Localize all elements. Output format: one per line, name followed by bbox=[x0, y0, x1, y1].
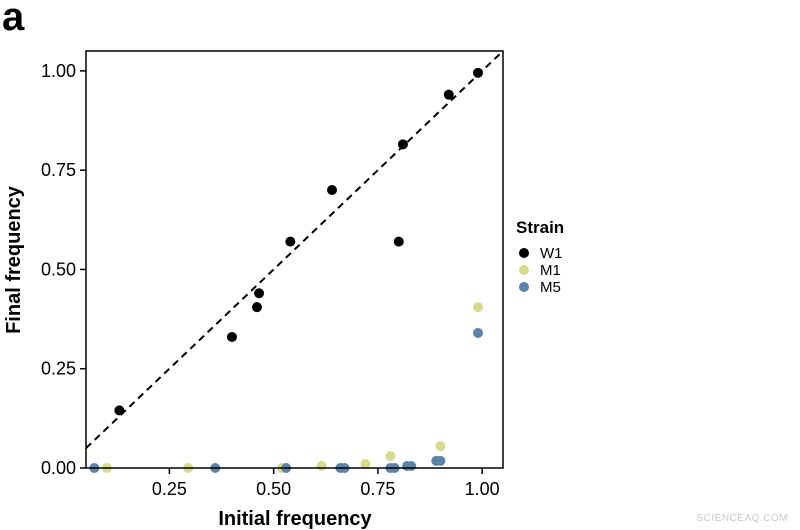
data-point-w1-0 bbox=[114, 405, 125, 416]
x-tick-label: 0.25 bbox=[152, 479, 187, 499]
data-point-m5-10 bbox=[435, 455, 446, 466]
x-tick-label: 0.50 bbox=[256, 479, 291, 499]
y-tick-label: 0.50 bbox=[41, 259, 76, 279]
data-point-w1-7 bbox=[397, 139, 408, 150]
data-point-w1-9 bbox=[472, 67, 483, 78]
data-point-m5-11 bbox=[472, 327, 483, 338]
data-point-m1-4 bbox=[360, 459, 371, 470]
x-tick-label: 0.75 bbox=[360, 479, 395, 499]
plot-area: 0.25 0.50 0.75 1.00 0.00 0.25 0.50 0.75 1.00 bbox=[41, 50, 504, 499]
legend-title: Strain bbox=[516, 218, 564, 237]
data-point-w1-2 bbox=[251, 302, 262, 313]
y-tick-label: 1.00 bbox=[41, 61, 76, 81]
y-tick-label: 0.75 bbox=[41, 160, 76, 180]
plot-frame bbox=[85, 50, 504, 469]
data-point-w1-4 bbox=[285, 236, 296, 247]
reference-line bbox=[86, 51, 503, 449]
y-tick-label: 0.25 bbox=[41, 359, 76, 379]
watermark-text: SCIENCEAQ.COM bbox=[696, 513, 788, 524]
data-point-m1-7 bbox=[472, 302, 483, 313]
data-point-w1-5 bbox=[327, 185, 338, 195]
legend-label-m5: M5 bbox=[540, 279, 561, 296]
y-tick-label: 0.00 bbox=[41, 458, 76, 478]
panel-label: a bbox=[2, 0, 25, 39]
legend-label-w1: W1 bbox=[540, 245, 563, 262]
data-point-w1-8 bbox=[443, 89, 454, 100]
x-axis-title: Initial frequency bbox=[218, 508, 372, 530]
legend-label-m1: M1 bbox=[540, 262, 561, 279]
data-point-m1-3 bbox=[316, 461, 327, 472]
y-axis-title: Final frequency bbox=[3, 185, 25, 334]
data-point-w1-3 bbox=[254, 288, 265, 299]
legend-key-m1 bbox=[519, 265, 529, 275]
legend-key-m5 bbox=[519, 282, 529, 292]
data-point-m1-5 bbox=[385, 451, 396, 462]
legend-key-w1 bbox=[519, 248, 529, 258]
data-point-w1-1 bbox=[226, 331, 237, 342]
data-point-m1-6 bbox=[435, 441, 446, 452]
x-tick-label: 1.00 bbox=[465, 479, 500, 499]
data-point-w1-6 bbox=[393, 236, 404, 247]
data-point-m5-8 bbox=[406, 461, 417, 472]
